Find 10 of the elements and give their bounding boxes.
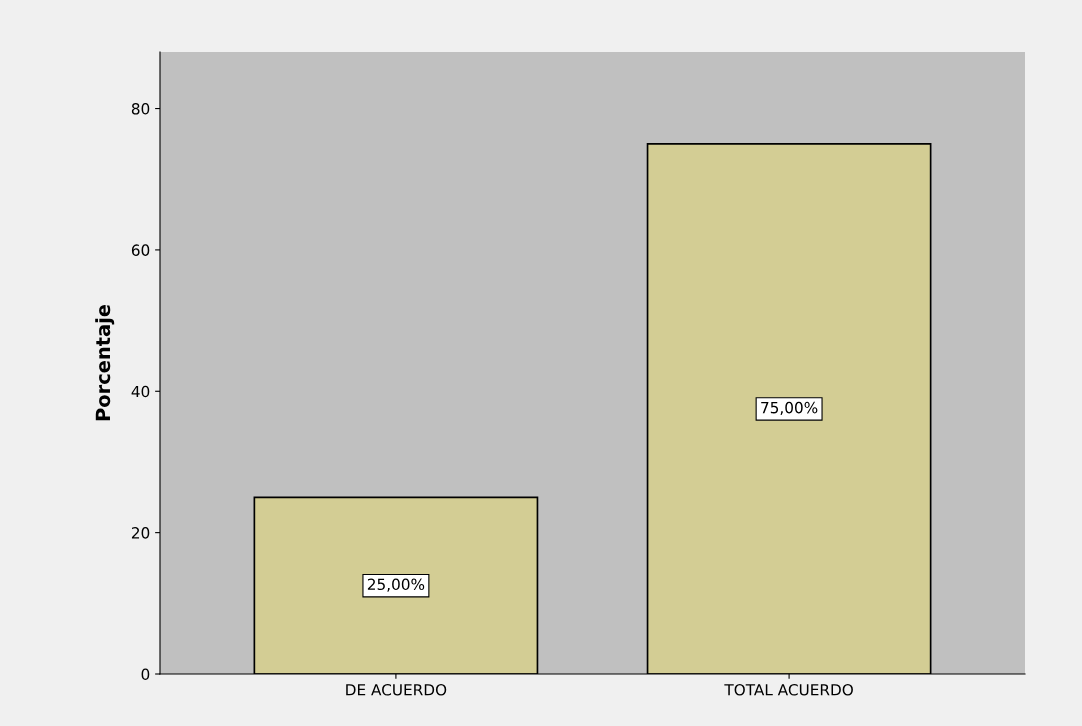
data-label: 75,00%: [761, 401, 818, 415]
y-tick-label: 80: [131, 103, 150, 115]
x-tick-label: DE ACUERDO: [346, 683, 447, 696]
y-tick-label: 40: [131, 385, 150, 398]
y-axis-title: Porcentaje: [95, 304, 115, 421]
y-tick-label: 20: [131, 527, 150, 539]
y-tick-label: 60: [131, 244, 150, 256]
data-label: 25,00%: [367, 578, 425, 592]
y-tick-label: 0: [141, 668, 150, 681]
x-tick-label: TOTAL ACUERDO: [724, 683, 853, 696]
